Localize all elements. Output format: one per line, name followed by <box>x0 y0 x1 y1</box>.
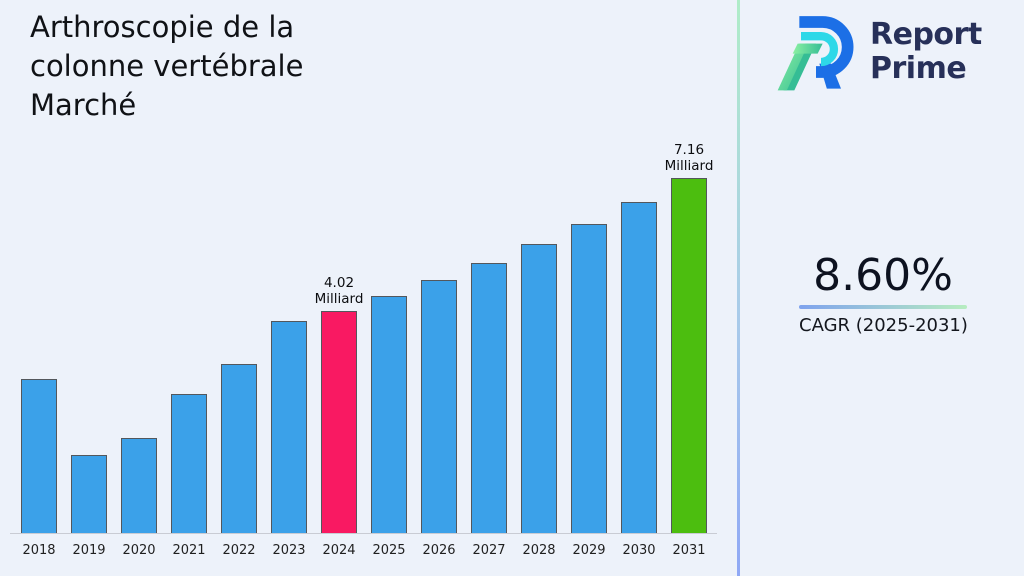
brand-name-line-2: Prime <box>870 51 967 86</box>
page-title-line-2: colonne vertébrale <box>30 49 304 83</box>
section-divider <box>737 0 740 576</box>
bar-2028 <box>521 244 557 534</box>
x-tick-label-2028: 2028 <box>522 543 556 558</box>
bar-2025 <box>371 296 407 534</box>
x-tick-label-2024: 2024 <box>322 543 356 558</box>
cagr-value: 8.60% <box>813 250 953 301</box>
bar-group-2018 <box>21 379 57 534</box>
bar-group-2027 <box>471 263 507 534</box>
bar-group-2023 <box>271 321 307 534</box>
bar-2024 <box>321 311 357 534</box>
bar-group-2031: 7.16 Milliard <box>665 142 713 534</box>
bar-chart: 4.02 Milliard 7.16 Milliard 2018 2019 2020 202… <box>10 134 717 558</box>
bar-2031 <box>671 178 707 534</box>
report-prime-logo-icon <box>777 16 854 91</box>
page-title-line-1: Arthroscopie de la <box>30 10 295 44</box>
chart-plot: 4.02 Milliard 7.16 Milliard <box>21 134 713 534</box>
x-tick-label-2019: 2019 <box>72 543 106 558</box>
x-tick-label-2020: 2020 <box>122 543 156 558</box>
x-tick-label-2029: 2029 <box>572 543 606 558</box>
bar-2027 <box>471 263 507 534</box>
bar-2023 <box>271 321 307 534</box>
bar-group-2022 <box>221 364 257 534</box>
cagr-underline <box>799 305 967 309</box>
x-tick-label-2031: 2031 <box>672 543 706 558</box>
x-tick-label-2022: 2022 <box>222 543 256 558</box>
bar-group-2026 <box>421 280 457 534</box>
bar-2026 <box>421 280 457 534</box>
bar-group-2024: 4.02 Milliard <box>315 275 363 534</box>
bar-2021 <box>171 394 207 534</box>
bar-2030 <box>621 202 657 534</box>
x-tick-label-2021: 2021 <box>172 543 206 558</box>
bar-2019 <box>71 455 107 534</box>
x-tick-label-2018: 2018 <box>22 543 56 558</box>
bar-value-label-2031: 7.16 Milliard <box>664 142 714 174</box>
bar-group-2020 <box>121 438 157 534</box>
bar-group-2025 <box>371 296 407 534</box>
bar-2018 <box>21 379 57 534</box>
page-title-line-3: Marché <box>30 88 137 122</box>
bar-2020 <box>121 438 157 534</box>
bar-group-2029 <box>571 224 607 534</box>
x-tick-label-2030: 2030 <box>622 543 656 558</box>
chart-x-labels: 2018 2019 2020 2021 2022 2023 2024 2025 2026 2027… <box>21 543 707 558</box>
x-tick-label-2025: 2025 <box>372 543 406 558</box>
bar-group-2030 <box>621 202 657 534</box>
cagr-label: CAGR (2025-2031) <box>799 315 968 336</box>
brand-wordmark: Report Prime <box>870 18 982 86</box>
cagr-panel: 8.60% CAGR (2025-2031) <box>799 250 968 336</box>
x-tick-label-2026: 2026 <box>422 543 456 558</box>
page-title: Arthroscopie de la colonne vertébrale Ma… <box>30 8 303 125</box>
bar-2022 <box>221 364 257 534</box>
brand-block: Report Prime <box>776 10 982 94</box>
x-tick-label-2023: 2023 <box>272 543 306 558</box>
bar-group-2028 <box>521 244 557 534</box>
bar-value-label-2024: 4.02 Milliard <box>314 275 364 307</box>
brand-name-line-1: Report <box>870 17 982 52</box>
bar-group-2021 <box>171 394 207 534</box>
x-tick-label-2027: 2027 <box>472 543 506 558</box>
x-axis-line <box>10 533 717 534</box>
bar-2029 <box>571 224 607 534</box>
bar-group-2019 <box>71 455 107 534</box>
